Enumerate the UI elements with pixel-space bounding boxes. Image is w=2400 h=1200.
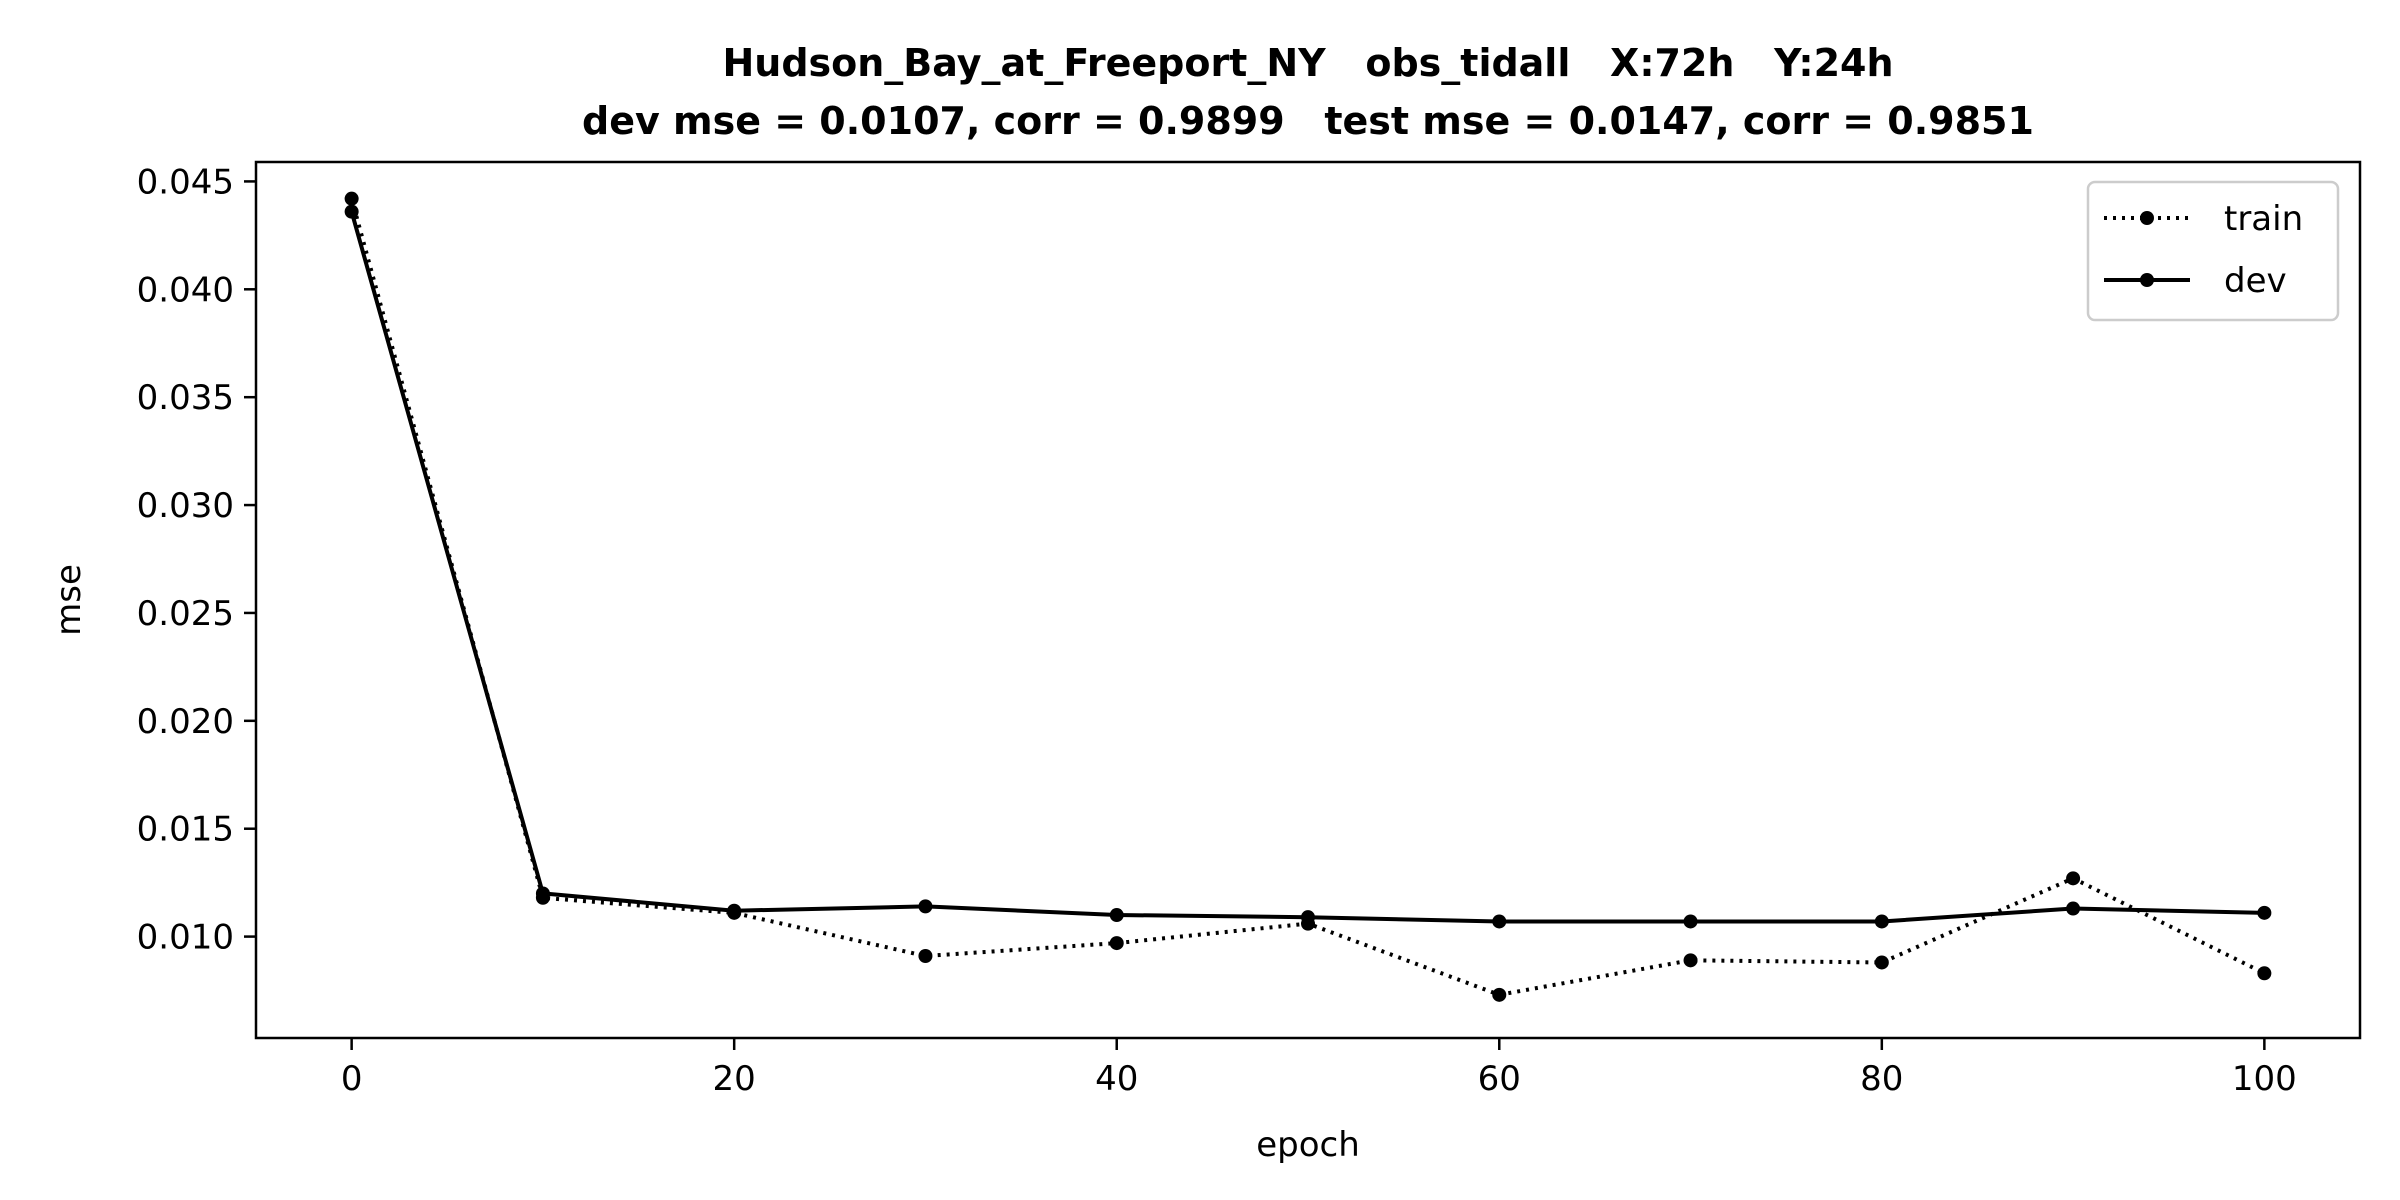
legend-dev-label: dev	[2224, 261, 2287, 301]
series-dev-point	[1683, 914, 1698, 929]
series-train-point	[1683, 953, 1698, 968]
y-tick-label: 0.015	[137, 810, 234, 850]
x-tick-label: 40	[1095, 1059, 1138, 1099]
series-train-point	[1874, 955, 1889, 970]
series-train-point	[1492, 987, 1507, 1002]
x-tick-label: 100	[2232, 1059, 2297, 1099]
series-train-point	[1109, 936, 1124, 951]
series-train-point	[344, 191, 359, 206]
axes-frame	[254, 160, 2362, 1040]
x-axis-ticks: 0 20 40 60 80 100	[341, 1038, 2297, 1099]
plot-area	[344, 191, 2272, 1002]
y-tick-label: 0.020	[137, 702, 234, 742]
series-dev-point	[2257, 905, 2272, 920]
legend-dev-marker	[2140, 273, 2154, 287]
series-dev-point	[535, 886, 550, 901]
legend: train dev	[2086, 180, 2340, 322]
y-tick-label: 0.025	[137, 594, 234, 634]
series-train-point	[2257, 966, 2272, 981]
y-tick-label: 0.035	[137, 378, 234, 418]
x-tick-label: 60	[1478, 1059, 1521, 1099]
y-tick-label: 0.045	[137, 162, 234, 202]
chart-subtitle: dev mse = 0.0107, corr = 0.9899 test mse…	[582, 99, 2034, 143]
x-axis-label: epoch	[1256, 1125, 1360, 1165]
series-dev-point	[1492, 914, 1507, 929]
y-axis-label: mse	[49, 564, 89, 636]
series-dev-point	[727, 903, 742, 918]
series-dev-point	[344, 204, 359, 219]
y-tick-label: 0.030	[137, 486, 234, 526]
y-axis-ticks: 0.010 0.015 0.020 0.025 0.030 0.035 0.040 0.045	[137, 162, 256, 958]
series-dev-point	[2066, 901, 2081, 916]
legend-train-marker	[2140, 211, 2154, 225]
x-tick-label: 20	[713, 1059, 756, 1099]
chart-title: Hudson_Bay_at_Freeport_NY obs_tidall X:7…	[722, 41, 1893, 85]
legend-train-label: train	[2224, 199, 2303, 239]
y-tick-label: 0.040	[137, 270, 234, 310]
series-train-point	[918, 949, 933, 964]
x-tick-label: 0	[341, 1059, 363, 1099]
x-tick-label: 80	[1860, 1059, 1903, 1099]
series-dev-point	[1109, 908, 1124, 923]
y-tick-label: 0.010	[137, 918, 234, 958]
series-dev-point	[918, 899, 933, 914]
series-dev-point	[1301, 910, 1315, 925]
series-dev-point	[1874, 914, 1889, 929]
series-train-point	[2066, 871, 2081, 886]
